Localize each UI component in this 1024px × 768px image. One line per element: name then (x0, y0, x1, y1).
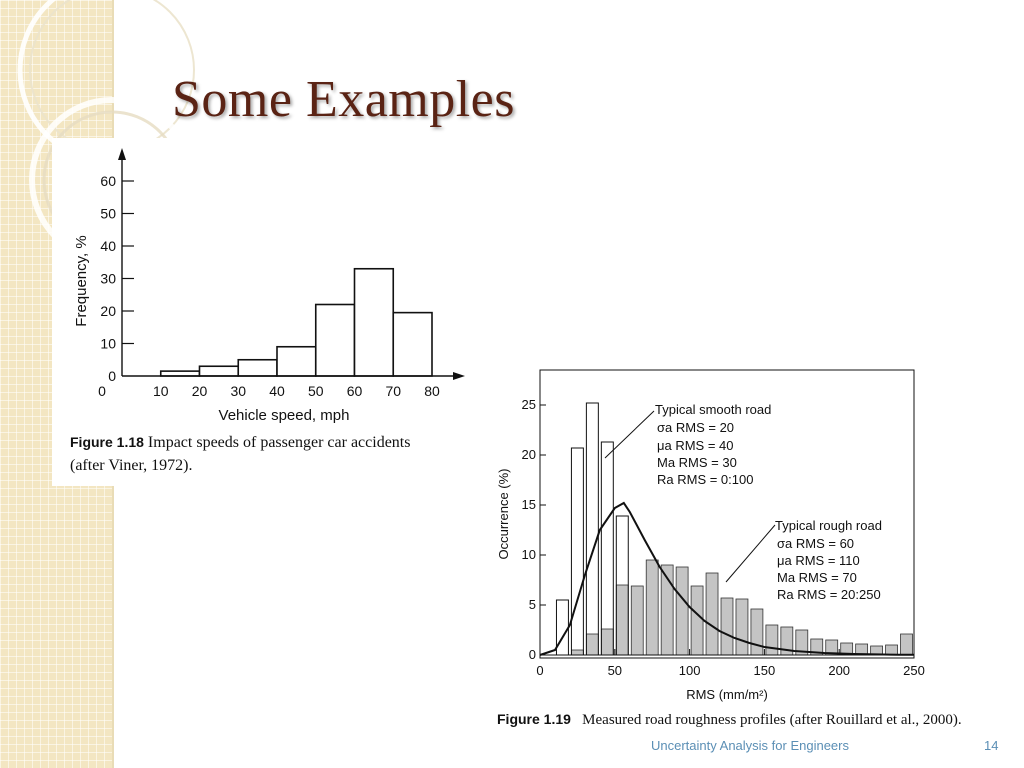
figure-number: Figure 1.19 (497, 711, 571, 727)
y-tick-label: 5 (529, 597, 536, 612)
y-tick-label: 40 (100, 238, 116, 254)
x-axis-label: Vehicle speed, mph (219, 407, 350, 424)
figure-caption-line2: (after Viner, 1972). (70, 457, 193, 474)
figure-caption-line1: Figure 1.18 Impact speeds of passenger c… (70, 434, 410, 452)
fitted-curve (539, 501, 915, 656)
x-tick-label: 0 (98, 383, 106, 399)
smooth-road-bar (570, 447, 584, 656)
y-tick-label: 0 (108, 368, 116, 384)
rough-road-bar (645, 559, 659, 656)
rough-road-bar (705, 572, 719, 656)
histogram-bar (198, 365, 240, 377)
x-tick-label: 60 (347, 383, 363, 399)
y-axis-arrow (118, 148, 126, 160)
smooth-road-bar (585, 402, 599, 656)
histogram-bar (392, 311, 433, 377)
rough-road-bar (585, 633, 599, 656)
impact-speed-histogram: 0 10 20 30 40 50 60 0 10 20 30 40 50 60 70 80 Vehicle s… (73, 148, 465, 424)
annotation-line: σa RMS = 20 (657, 420, 734, 435)
annotation-title: Typical rough road (775, 518, 882, 533)
y-tick-label: 50 (100, 206, 116, 222)
rough-road-bar (571, 649, 584, 656)
histogram-bar (314, 303, 356, 377)
footer-text: Uncertainty Analysis for Engineers (651, 738, 849, 753)
y-tick-label: 25 (522, 397, 536, 412)
x-tick-label: 50 (608, 663, 622, 678)
y-axis-label: Frequency, % (73, 235, 90, 326)
figure-number: Figure 1.18 (70, 434, 144, 450)
x-tick-label: 0 (536, 663, 543, 678)
rough-road-bar (735, 598, 749, 656)
figure-1-18: 0 10 20 30 40 50 60 0 10 20 30 40 50 60 70 80 Vehicle s… (52, 138, 470, 486)
rough-road-bar (750, 608, 764, 656)
rough-road-bar (600, 628, 614, 656)
histogram-bar (276, 345, 317, 377)
x-tick-label: 100 (679, 663, 701, 678)
annotation-line: μa RMS = 110 (777, 553, 860, 568)
x-tick-label: 50 (308, 383, 324, 399)
caption-text: Impact speeds of passenger car accidents (147, 434, 411, 451)
x-tick-label: 30 (230, 383, 246, 399)
x-tick-label: 70 (385, 383, 401, 399)
smooth-road-bar (555, 599, 569, 656)
plot-frame (539, 369, 915, 659)
x-axis-label: RMS (mm/m²) (686, 687, 768, 702)
rough-road-bar (630, 585, 644, 656)
figure-caption: Figure 1.19 Measured road roughness prof… (497, 711, 962, 729)
y-tick-label: 0 (529, 647, 536, 662)
y-tick-label: 10 (522, 547, 536, 562)
figure-1-19: 0 5 10 15 20 25 0 50 100 150 200 250 Typical smooth… (488, 360, 988, 732)
x-tick-label: 10 (153, 383, 169, 399)
x-tick-label: 250 (903, 663, 925, 678)
rough-road-bar (615, 584, 629, 656)
rough-road-bar (765, 624, 779, 656)
y-tick-label: 20 (522, 447, 536, 462)
annotation-line: σa RMS = 60 (777, 536, 854, 551)
rough-road-bar (690, 585, 704, 656)
annotation-line: Ma RMS = 30 (657, 455, 737, 470)
histogram-bar (159, 370, 201, 377)
histogram-bar (237, 358, 278, 377)
smooth-road-leader (604, 410, 655, 459)
smooth-road-bar (600, 441, 614, 656)
rough-road-bar (900, 633, 913, 656)
page-number: 14 (984, 738, 999, 753)
annotation-title: Typical smooth road (655, 402, 771, 417)
y-tick-label: 30 (100, 271, 116, 287)
x-tick-label: 80 (424, 383, 440, 399)
x-tick-label: 40 (269, 383, 285, 399)
annotation-line: Ra RMS = 20:250 (777, 587, 881, 602)
y-tick-label: 15 (522, 497, 536, 512)
x-axis-arrow (453, 372, 465, 380)
x-tick-label: 20 (192, 383, 208, 399)
y-tick-label: 60 (100, 173, 116, 189)
annotation-line: Ra RMS = 0:100 (657, 472, 753, 487)
x-tick-label: 150 (754, 663, 776, 678)
y-tick-label: 10 (100, 336, 116, 352)
annotation-line: μa RMS = 40 (657, 438, 734, 453)
x-tick-label: 200 (828, 663, 850, 678)
y-axis-label: Occurrence (%) (496, 468, 511, 559)
rough-road-bar (885, 644, 898, 656)
rough-road-bar (675, 566, 689, 656)
rough-road-leader (725, 524, 776, 583)
annotation-line: Ma RMS = 70 (777, 570, 857, 585)
caption-text: Measured road roughness profiles (after … (582, 712, 962, 728)
slide-title: Some Examples (172, 71, 516, 128)
histogram-bar (353, 267, 395, 377)
y-tick-label: 20 (100, 303, 116, 319)
rough-road-bar (720, 597, 734, 656)
rough-road-annotation: Typical rough road σa RMS = 60 μa RMS = … (775, 518, 882, 602)
smooth-road-annotation: Typical smooth road σa RMS = 20 μa RMS =… (655, 402, 771, 487)
